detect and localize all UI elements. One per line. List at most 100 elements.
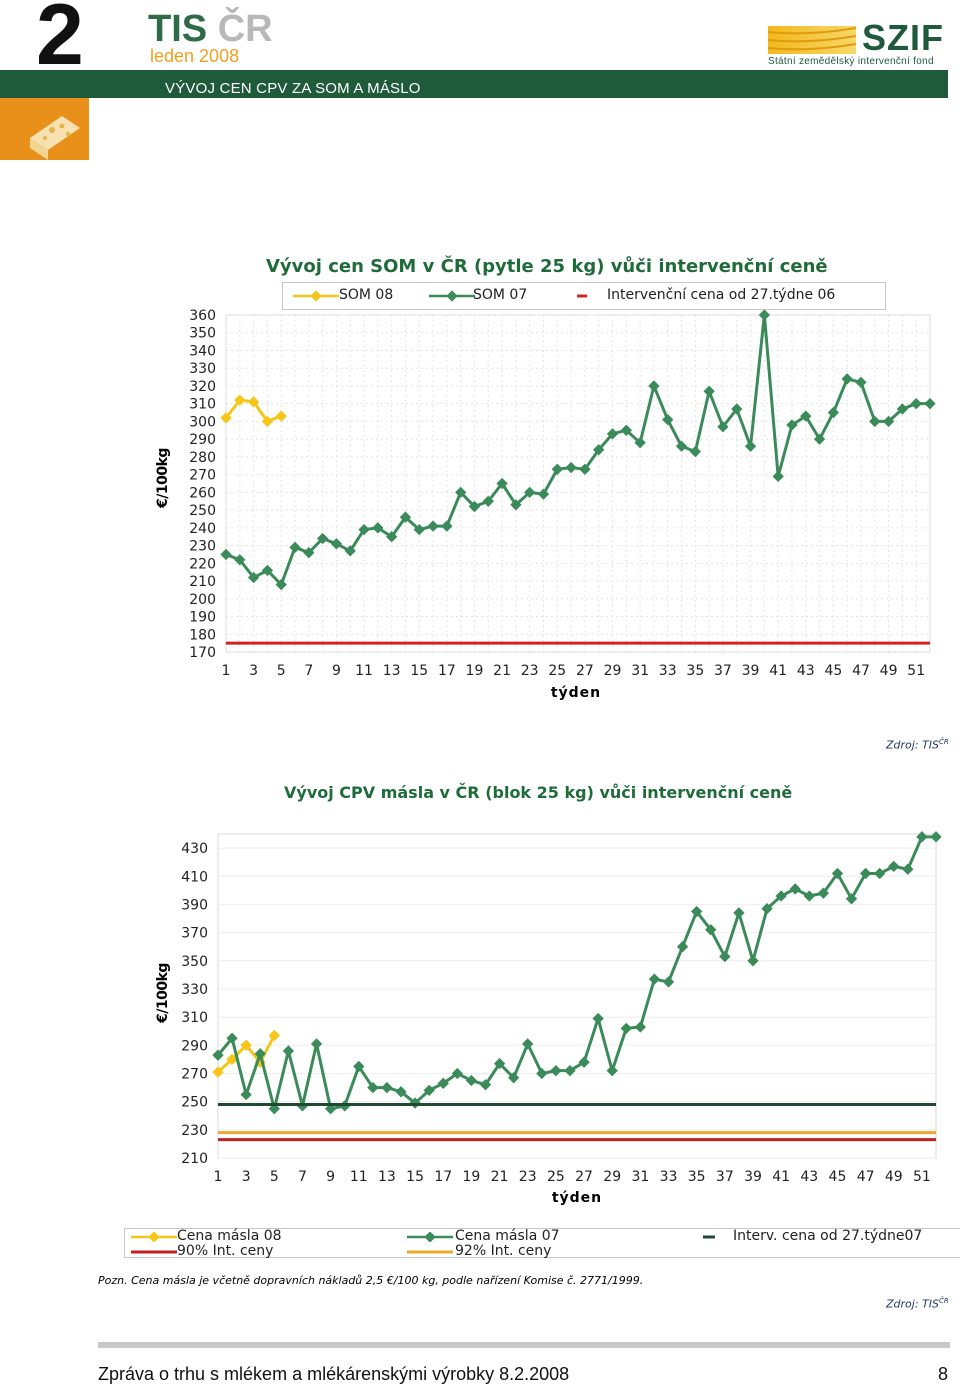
c2-point [634, 1021, 647, 1033]
c2-xtick-label: 33 [660, 1169, 678, 1185]
c2-xtick-label: 39 [744, 1169, 762, 1185]
legend-90pct-marker [131, 1250, 177, 1254]
c2-point [648, 973, 661, 985]
legend-som08-marker [293, 290, 339, 302]
c1-xtick-label: 7 [304, 663, 313, 679]
c1-point [289, 541, 301, 554]
c2-point [465, 1074, 478, 1087]
c1-point [675, 440, 688, 452]
c1-xtick-label: 37 [714, 663, 732, 679]
c2-point [662, 976, 675, 988]
c1-point [372, 522, 384, 534]
chart1-xlabel: týden [551, 685, 601, 701]
legend-som07-label: SOM 07 [473, 287, 528, 303]
c1-xtick-label: 35 [686, 663, 704, 679]
c1-point [399, 511, 412, 523]
c1-xtick-label: 27 [576, 663, 594, 679]
c1-point [744, 440, 757, 452]
c1-point [482, 495, 494, 507]
c2-point [916, 831, 928, 843]
c2-point [803, 890, 815, 902]
c2-xtick-label: 51 [913, 1169, 931, 1185]
legend-interv-marker [577, 294, 587, 298]
c1-ytick-label: 230 [189, 539, 216, 555]
c2-xtick-label: 47 [857, 1169, 875, 1185]
c1-point [344, 545, 356, 557]
c1-point [841, 373, 853, 385]
c1-ytick-label: 220 [189, 556, 216, 572]
legend-interv2-marker [703, 1235, 715, 1239]
c1-point [772, 470, 784, 483]
c2-ytick-label: 250 [181, 1095, 208, 1111]
c2-series-line-1 [216, 835, 936, 1111]
c1-ytick-label: 310 [189, 397, 216, 413]
c1-xtick-label: 17 [438, 663, 456, 679]
c1-ytick-label: 180 [189, 627, 216, 643]
c1-xtick-label: 11 [355, 663, 373, 679]
legend-maslo08-label: Cena másla 08 [177, 1228, 282, 1244]
c1-xtick-label: 51 [907, 663, 925, 679]
c2-ytick-label: 430 [181, 841, 208, 857]
c2-xtick-label: 13 [378, 1169, 396, 1185]
c1-xtick-label: 3 [249, 663, 258, 679]
c1-ytick-label: 250 [189, 503, 216, 519]
chart1-plot: 1701801902002102202302402502602702802903… [189, 308, 936, 701]
note: Pozn. Cena másla je včetně dopravních ná… [98, 1274, 644, 1287]
c2-xtick-label: 3 [242, 1169, 251, 1185]
c2-xtick-label: 21 [491, 1169, 509, 1185]
c2-point [606, 1065, 618, 1077]
section-title: VÝVOJ CEN CPV ZA SOM A MÁSLO [165, 80, 421, 97]
c1-xtick-label: 47 [852, 663, 870, 679]
c1-point [496, 477, 508, 490]
c2-xtick-label: 7 [298, 1169, 307, 1185]
c1-ytick-label: 260 [189, 485, 216, 501]
c1-xtick-label: 45 [824, 663, 842, 679]
c1-xtick-label: 39 [742, 663, 760, 679]
legend-92pct-label: 92% Int. ceny [455, 1243, 552, 1259]
c1-point [827, 406, 840, 419]
c2-point [733, 907, 745, 919]
legend-som07-marker [429, 290, 475, 302]
c1-xtick-label: 13 [383, 663, 401, 679]
cheese-tile [0, 98, 89, 160]
c2-point [226, 1032, 238, 1044]
c1-ytick-label: 200 [189, 592, 216, 608]
c1-point [316, 532, 329, 545]
c1-point [924, 398, 936, 410]
c2-point [268, 1029, 280, 1042]
chart1-legend: SOM 08 SOM 07 Intervenční cena od 27.týd… [282, 282, 886, 310]
c2-point [888, 860, 900, 873]
c1-point [634, 437, 646, 449]
c2-xtick-label: 29 [603, 1169, 621, 1185]
c2-point [859, 867, 872, 880]
c1-xtick-label: 23 [521, 663, 539, 679]
c2-ytick-label: 310 [181, 1010, 208, 1026]
c2-point [874, 867, 886, 880]
c1-point [468, 500, 481, 513]
c2-xtick-label: 11 [350, 1169, 368, 1185]
chapter-number: 2 [36, 0, 84, 83]
legend-maslo07-label: Cena másla 07 [455, 1228, 560, 1244]
c1-ytick-label: 360 [189, 308, 216, 324]
chart1-source: Zdroj: TISČR [886, 738, 949, 752]
c1-xtick-label: 43 [797, 663, 815, 679]
c1-point [813, 433, 826, 445]
footer-bar [98, 1342, 950, 1348]
c1-point [303, 547, 315, 559]
c1-ytick-label: 280 [189, 450, 216, 466]
c1-xtick-label: 49 [880, 663, 898, 679]
c2-point [310, 1038, 323, 1050]
c1-xtick-label: 29 [604, 663, 622, 679]
c1-xtick-label: 5 [277, 663, 286, 679]
c2-xtick-label: 49 [885, 1169, 903, 1185]
c1-point [620, 424, 632, 436]
c2-ytick-label: 230 [181, 1123, 208, 1139]
c2-ytick-label: 350 [181, 954, 208, 970]
c1-point [455, 486, 467, 499]
c1-point [593, 444, 605, 456]
c1-point [910, 398, 922, 410]
chart2-source: Zdroj: TISČR [886, 1297, 949, 1311]
c2-xtick-label: 5 [270, 1169, 279, 1185]
c2-xtick-label: 19 [462, 1169, 480, 1185]
cheese-icon [30, 116, 80, 160]
